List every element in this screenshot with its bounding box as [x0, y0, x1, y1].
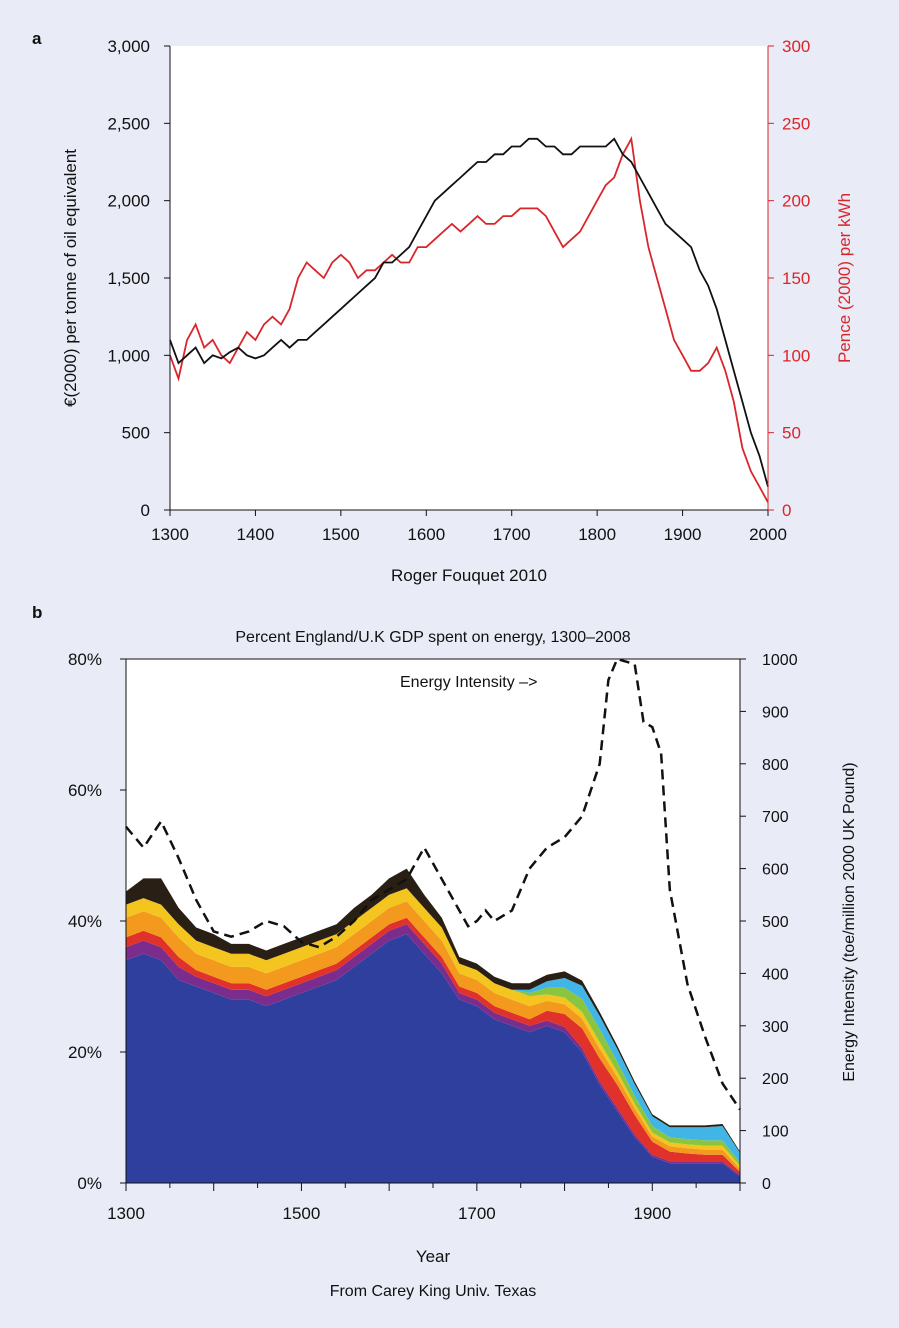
x-tick-label: 1600 [407, 525, 445, 544]
x-tick-label: 2000 [749, 525, 787, 544]
y2-tick-label: 200 [782, 192, 810, 211]
panel-b-title: Percent England/U.K GDP spent on energy,… [235, 629, 630, 646]
y-tick-label: 20% [68, 1043, 102, 1062]
y-tick-label: 2,000 [107, 192, 150, 211]
panel-a-label: a [32, 29, 42, 48]
y-tick-label: 60% [68, 781, 102, 800]
y-tick-label: 80% [68, 650, 102, 669]
x-tick-label: 1900 [633, 1204, 671, 1223]
y2-tick-label: 300 [762, 1019, 789, 1036]
y2-tick-label: 100 [782, 346, 810, 365]
stacked-area-band-5 [126, 888, 740, 1169]
x-tick-label: 1300 [151, 525, 189, 544]
y2-tick-label: 50 [782, 424, 801, 443]
panel-b-plot: 1300 1500 1700 1900 0% 20% 40% 60% 80% 0 100 200 300… [68, 650, 798, 1223]
y2-tick-label: 800 [762, 757, 789, 774]
panel-a-y2-axis-label: Pence (2000) per kWh [835, 193, 854, 363]
x-tick-label: 1700 [458, 1204, 496, 1223]
panel-a-plot: 1300 1400 1500 1600 1700 1800 1900 200005001,00… [107, 37, 810, 544]
x-tick-label: 1700 [493, 525, 531, 544]
y2-tick-label: 0 [762, 1176, 771, 1193]
x-tick-label: 1500 [322, 525, 360, 544]
y-tick-label: 500 [122, 424, 150, 443]
x-tick-label: 1800 [578, 525, 616, 544]
y-tick-label: 0% [77, 1174, 102, 1193]
y2-tick-label: 0 [782, 501, 791, 520]
y2-tick-label: 500 [762, 914, 789, 931]
y-tick-label: 1,500 [107, 269, 150, 288]
y-tick-label: 0 [141, 501, 150, 520]
x-tick-label: 1900 [664, 525, 702, 544]
panel-a-x-axis-label: Roger Fouquet 2010 [391, 566, 547, 585]
series-line-euro-per-toe [169, 137, 769, 488]
y2-tick-label: 400 [762, 966, 789, 983]
source-note: From Carey King Univ. Texas [330, 1283, 537, 1300]
y2-tick-label: 1000 [762, 652, 798, 669]
energy-intensity-annotation: Energy Intensity –> [400, 674, 537, 691]
y-tick-label: 3,000 [107, 37, 150, 56]
x-tick-label: 1500 [283, 1204, 321, 1223]
y2-tick-label: 200 [762, 1071, 789, 1088]
y-tick-label: 2,500 [107, 114, 150, 133]
y2-tick-label: 250 [782, 114, 810, 133]
stacked-area-band-1 [126, 934, 740, 1183]
panel-a-plot-background [170, 46, 768, 510]
y-tick-label: 40% [68, 912, 102, 931]
y-tick-label: 1,000 [107, 346, 150, 365]
panel-b-y2-axis-label: Energy Intensity (toe/million 2000 UK Po… [841, 762, 858, 1081]
series-line-pence-per-kwh [169, 135, 769, 503]
stacked-area-band-7 [126, 888, 740, 1163]
y2-tick-label: 150 [782, 269, 810, 288]
y2-tick-label: 900 [762, 704, 789, 721]
stacked-area-band-6 [126, 888, 740, 1166]
panel-b-label: b [32, 603, 42, 622]
x-tick-label: 1300 [107, 1204, 145, 1223]
y2-tick-label: 600 [762, 862, 789, 879]
panel-b-x-axis-label: Year [416, 1247, 451, 1266]
panel-a-y-axis-label: €(2000) per tonne of oil equivalent [61, 149, 80, 407]
energy-intensity-dashed-line [125, 657, 742, 1111]
stacked-area-band-4 [126, 901, 740, 1172]
x-tick-label: 1400 [237, 525, 275, 544]
y2-tick-label: 700 [762, 809, 789, 826]
y2-tick-label: 100 [762, 1124, 789, 1141]
y2-tick-label: 300 [782, 37, 810, 56]
